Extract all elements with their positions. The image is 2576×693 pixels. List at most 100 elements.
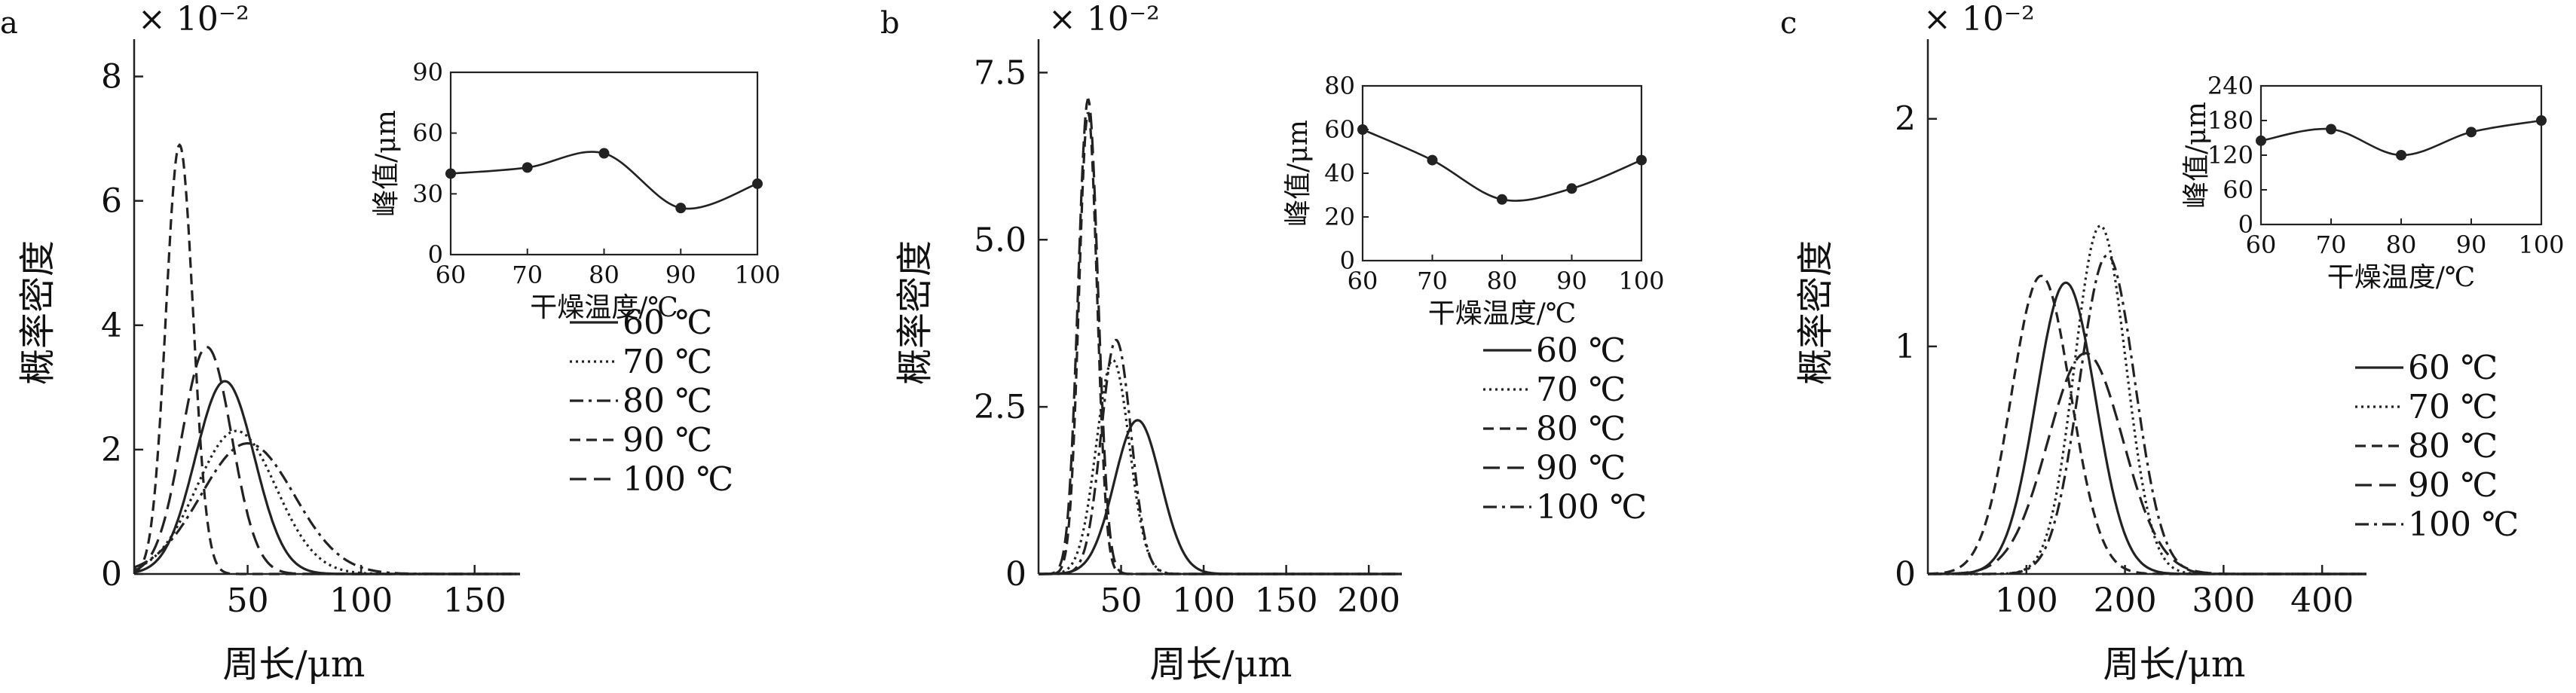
- scale-label-b: × 10⁻²: [1048, 0, 1160, 38]
- inset-point: [2396, 150, 2406, 160]
- legend-label: 100 ℃: [2408, 505, 2519, 544]
- inset-frame: [449, 71, 759, 256]
- legend-label: 70 ℃: [1536, 371, 1626, 409]
- inset-y-tick-label: 240: [2207, 72, 2253, 100]
- panel-a: a × 10⁻² 概率密度 周长/μm 0 2 4 6 8 50 100 150 0 30 60 9…: [0, 0, 781, 685]
- inset-point: [1497, 194, 1507, 205]
- inset-plot-b: 0 20 40 60 80 60 70 80 90 100 干燥温度/℃ 峰值/μm: [1283, 72, 1665, 329]
- legend-label: 70 ℃: [2408, 388, 2498, 426]
- series-line-60c: [1928, 281, 2366, 575]
- inset-line: [1362, 128, 1642, 202]
- inset-point: [2536, 115, 2547, 126]
- inset-x-tick-label: 90: [1556, 267, 1587, 295]
- legend-label: 60 ℃: [623, 304, 712, 342]
- inset-x-tick-label: 80: [589, 261, 620, 289]
- x-tick-label: 200: [2094, 582, 2157, 620]
- series-line-100c: [133, 346, 520, 575]
- x-axis-label-c: 周长/μm: [2103, 643, 2246, 685]
- series-line-70c: [1928, 224, 2366, 575]
- inset-y-tick-label: 80: [1324, 72, 1355, 100]
- legend-label: 90 ℃: [2408, 466, 2498, 505]
- x-tick-label: 100: [1172, 582, 1235, 620]
- series-line-90c: [1928, 352, 2366, 575]
- x-tick-label: 300: [2192, 582, 2255, 620]
- panel-label-c: c: [1780, 6, 1797, 41]
- inset-y-tick-label: 40: [1324, 159, 1355, 188]
- inset-y-tick-label: 60: [412, 119, 443, 148]
- inset-y-axis-label: 峰值/μm: [2181, 102, 2212, 209]
- y-tick-label: 0: [1005, 555, 1026, 594]
- inset-point: [752, 178, 763, 189]
- x-axis-label-a: 周长/μm: [223, 643, 366, 685]
- inset-y-tick-label: 180: [2207, 106, 2253, 135]
- series-line-100c: [1928, 254, 2366, 575]
- inset-point: [1636, 154, 1647, 166]
- x-tick-label: 200: [1337, 582, 1400, 620]
- x-axis-label-b: 周长/μm: [1150, 643, 1293, 685]
- inset-x-tick-label: 100: [734, 261, 780, 289]
- inset-x-tick-label: 100: [1618, 267, 1664, 295]
- panel-label-a: a: [0, 6, 18, 41]
- legend-label: 70 ℃: [623, 343, 712, 381]
- inset-point: [1357, 124, 1368, 135]
- main-plot-c: 0 1 2 100 200 300 400: [1895, 39, 2366, 620]
- inset-x-axis-label: 干燥温度/℃: [2327, 262, 2475, 293]
- inset-frame: [1361, 84, 1643, 262]
- inset-y-tick-label: 120: [2207, 141, 2253, 169]
- inset-x-tick-label: 70: [2316, 230, 2347, 259]
- x-tick-label: 100: [1995, 582, 2058, 620]
- inset-y-tick-label: 60: [2223, 176, 2253, 204]
- inset-y-tick-label: 0: [2238, 210, 2253, 239]
- inset-x-tick-label: 70: [1417, 267, 1448, 295]
- inset-x-tick-label: 60: [1348, 267, 1378, 295]
- legend-label: 80 ℃: [2408, 427, 2498, 466]
- inset-plot-a: 0 30 60 90 60 70 80 90 100 干燥温度/℃ 峰值/μm: [371, 58, 781, 323]
- series-line-80c: [133, 442, 520, 575]
- y-tick-label: 7.5: [974, 53, 1026, 92]
- series-line-70c: [133, 429, 520, 575]
- x-tick-label: 400: [2290, 582, 2354, 620]
- x-tick-label: 150: [1255, 582, 1318, 620]
- scale-label-c: × 10⁻²: [1923, 0, 2035, 38]
- main-plot-b: 02.55.07.550 100 150 200: [974, 39, 1402, 620]
- inset-point: [522, 162, 533, 173]
- inset-point: [2256, 135, 2266, 146]
- x-tick-label: 100: [329, 582, 393, 620]
- y-tick-label: 2.5: [974, 388, 1026, 426]
- x-tick-label: 50: [1100, 582, 1143, 620]
- y-tick-label: 2: [101, 431, 122, 469]
- inset-x-tick-label: 60: [436, 261, 467, 289]
- legend-label: 100 ℃: [623, 460, 733, 499]
- inset-x-tick-label: 80: [2386, 230, 2417, 259]
- inset-y-tick-label: 0: [428, 240, 443, 269]
- inset-x-tick-label: 60: [2246, 230, 2277, 259]
- y-tick-label: 8: [101, 58, 122, 96]
- inset-x-axis-label: 干燥温度/℃: [530, 292, 678, 323]
- inset-x-tick-label: 100: [2518, 230, 2564, 259]
- inset-point: [1566, 183, 1577, 194]
- x-tick-label: 150: [443, 582, 506, 620]
- y-axis-label-b: 概率密度: [894, 240, 936, 385]
- legend-label: 80 ℃: [623, 382, 712, 420]
- main-plot-a: 0 2 4 6 8 50 100 150: [101, 39, 520, 620]
- series-line-70c: [1039, 359, 1402, 575]
- series-line-80c: [1928, 274, 2366, 575]
- inset-y-tick-label: 30: [412, 179, 443, 208]
- inset-x-tick-label: 70: [512, 261, 543, 289]
- legend-label: 90 ℃: [623, 421, 712, 459]
- inset-x-axis-label: 干燥温度/℃: [1428, 298, 1576, 329]
- inset-y-tick-label: 20: [1324, 203, 1355, 231]
- legend-label: 80 ℃: [1536, 410, 1626, 448]
- legend-label: 100 ℃: [1536, 488, 1647, 527]
- x-tick-label: 50: [227, 582, 269, 620]
- series-line-100c: [1039, 338, 1402, 575]
- y-tick-label: 6: [101, 182, 122, 221]
- y-tick-label: 4: [101, 307, 122, 345]
